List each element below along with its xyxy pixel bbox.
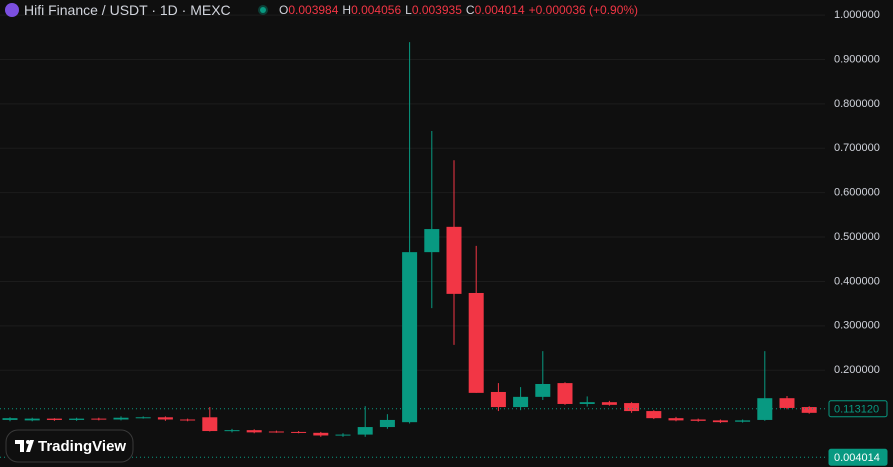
brand-logo-dot xyxy=(26,440,30,444)
brand-box xyxy=(5,429,134,463)
candle-body xyxy=(180,419,196,421)
ohlc-value: 0.003935 xyxy=(412,3,462,17)
candle-body xyxy=(601,402,617,405)
ohlc-key: L xyxy=(405,3,412,17)
candle-body xyxy=(424,229,440,253)
y-tick-label: 0.800000 xyxy=(834,98,880,110)
candle-body xyxy=(490,391,506,408)
price-label-box xyxy=(828,448,888,466)
ohlc-legend: O0.003984 H0.004056 L0.003935 C0.004014 +0.0… xyxy=(279,3,638,17)
candle-body xyxy=(157,417,173,420)
candle-body xyxy=(624,403,640,412)
status-dot xyxy=(260,7,266,13)
candle-body xyxy=(69,418,85,420)
price-label: 0.113120 xyxy=(834,404,879,416)
candle-body xyxy=(379,419,395,428)
candle-body xyxy=(91,418,107,420)
price-label: 0.004014 xyxy=(834,452,880,464)
candle-body xyxy=(402,252,418,423)
ohlc-value: 0.004014 xyxy=(475,3,525,17)
candle-body xyxy=(801,407,817,413)
brand-name: TradingView xyxy=(38,438,126,455)
ohlc-key: C xyxy=(466,3,475,17)
symbol-icon xyxy=(5,3,19,17)
y-tick-label: 0.200000 xyxy=(834,364,880,376)
candle-body xyxy=(24,418,40,421)
candle-body xyxy=(535,383,551,397)
candle-body xyxy=(579,402,595,404)
y-tick-label: 0.600000 xyxy=(834,187,880,199)
candle-body xyxy=(246,430,262,433)
header: Hifi Finance / USDT · 1D · MEXC xyxy=(24,2,231,18)
candle-body xyxy=(46,418,62,420)
candle-body xyxy=(646,411,662,419)
brand-badge: TradingView xyxy=(5,429,134,463)
candle-body xyxy=(357,427,373,435)
candle-body xyxy=(690,419,706,421)
ohlc-value: 0.004056 xyxy=(351,3,401,17)
candle-body xyxy=(224,430,240,432)
candles: 0.113120 0.004014 xyxy=(0,42,888,466)
candle-body xyxy=(557,383,573,404)
candle-body xyxy=(446,226,462,294)
candle-body xyxy=(335,434,351,436)
price-label-box xyxy=(828,400,888,418)
y-tick-label: 0.400000 xyxy=(834,275,880,287)
symbol-title: Hifi Finance / USDT · 1D · MEXC xyxy=(24,2,231,18)
y-tick-label: 1.000000 xyxy=(834,9,880,21)
y-tick-label: 0.900000 xyxy=(834,53,880,65)
ohlc-value: 0.003984 xyxy=(288,3,338,17)
candle-body xyxy=(712,420,728,423)
candle-body xyxy=(113,417,129,420)
candle-body xyxy=(513,396,529,408)
change: +0.000036 (+0.90%) xyxy=(529,3,638,17)
y-tick-label: 0.700000 xyxy=(834,142,880,154)
candle-body xyxy=(779,398,795,408)
ohlc-key: H xyxy=(342,3,351,17)
candle-body xyxy=(735,420,751,422)
y-tick-label: 0.300000 xyxy=(834,320,880,332)
candle-body xyxy=(313,432,329,436)
candle-body xyxy=(2,418,18,420)
candle-body xyxy=(268,431,284,433)
candle-body xyxy=(468,292,484,393)
candle-body xyxy=(135,417,151,419)
grid: 0.200000 0.300000 0.400000 0.500000 0.600000… xyxy=(0,9,880,376)
y-tick-label: 0.500000 xyxy=(834,231,880,243)
candle-body xyxy=(202,417,218,432)
candle-body xyxy=(291,431,307,433)
candle-body xyxy=(668,418,684,421)
ohlc-key: O xyxy=(279,3,288,17)
